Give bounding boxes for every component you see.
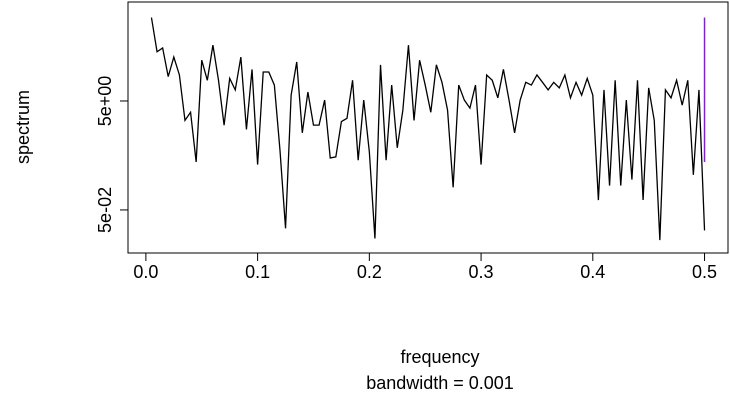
spectrum-line	[150, 17, 706, 241]
x-tick-label: 0.1	[245, 262, 270, 282]
plot-box	[127, 1, 729, 254]
x-tick-label: 0.4	[580, 262, 605, 282]
subtitle: bandwidth = 0.001	[366, 373, 514, 393]
y-tick-label: 5e+00	[95, 76, 115, 127]
x-tick-label: 0.3	[469, 262, 494, 282]
x-axis-title: frequency	[400, 347, 479, 367]
x-tick-label: 0.0	[133, 262, 158, 282]
x-tick-label: 0.2	[357, 262, 382, 282]
y-axis-title: spectrum	[13, 90, 33, 164]
y-tick-label: 5e-02	[95, 187, 115, 233]
x-tick-label: 0.5	[692, 262, 717, 282]
